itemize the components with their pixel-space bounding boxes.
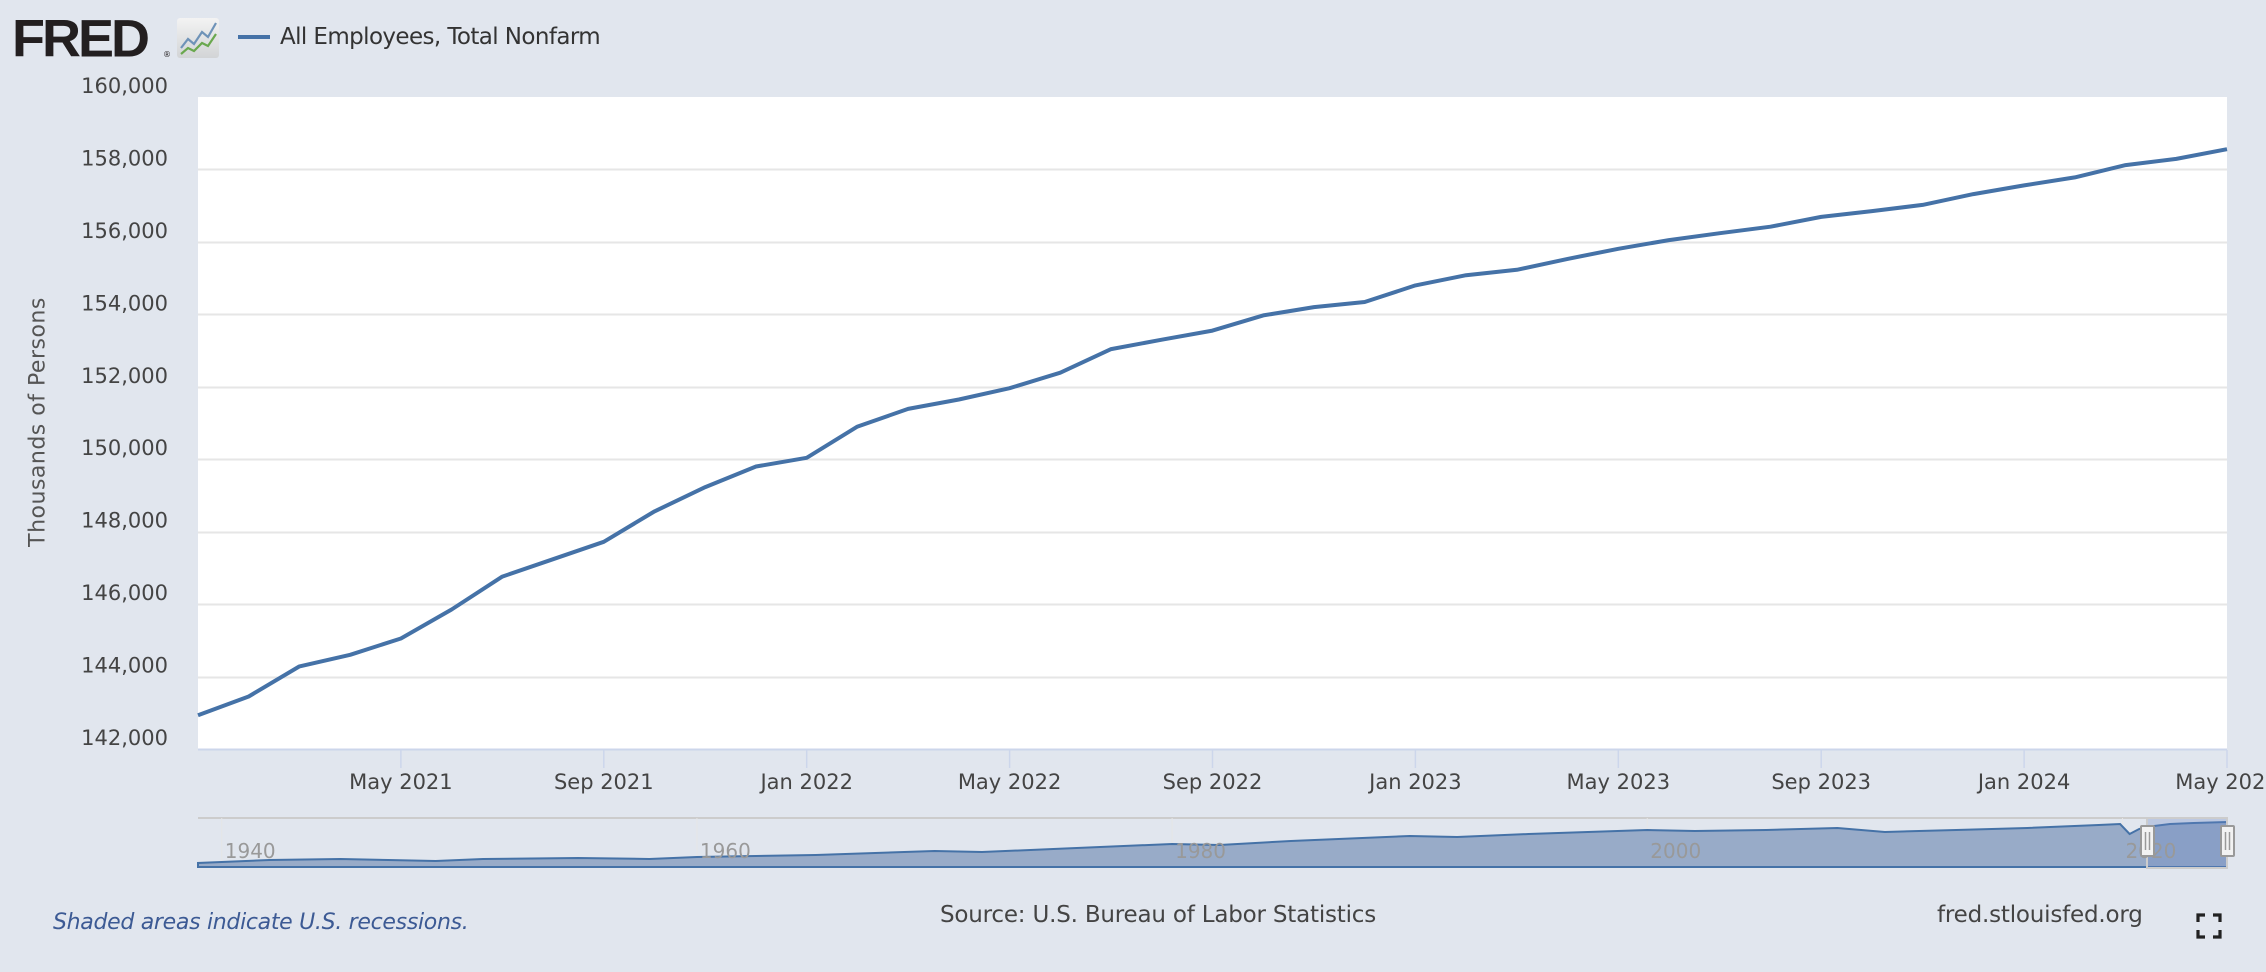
y-tick-label: 142,000 xyxy=(81,726,168,750)
y-tick-label: 158,000 xyxy=(81,146,168,170)
fullscreen-icon[interactable] xyxy=(2196,913,2222,939)
y-axis-labels: 142,000 144,000 146,000 148,000 150,000 152,0… xyxy=(81,74,168,750)
y-tick-label: 160,000 xyxy=(81,74,168,98)
fred-logo[interactable]: FRED xyxy=(12,9,150,69)
x-tick-label: May 2024 xyxy=(2175,770,2266,794)
navigator-year-label: 1980 xyxy=(1175,839,1226,863)
gridlines xyxy=(198,168,2227,679)
y-tick-label: 154,000 xyxy=(81,291,168,315)
y-tick-label: 144,000 xyxy=(81,654,168,678)
plot-area xyxy=(198,97,2227,749)
source-credit: Source: U.S. Bureau of Labor Statistics xyxy=(940,902,1377,928)
x-tick-label: May 2022 xyxy=(958,770,1062,794)
y-tick-label: 148,000 xyxy=(81,509,168,533)
navigator-year-label: 1940 xyxy=(225,839,276,863)
x-axis-labels: May 2021 Sep 2021 Jan 2022 May 2022 Sep 2022… xyxy=(349,750,2266,794)
x-tick-label: May 2021 xyxy=(349,770,453,794)
x-tick-label: Sep 2022 xyxy=(1163,770,1263,794)
x-tick-label: Sep 2023 xyxy=(1771,770,1871,794)
navigator-handle-left[interactable] xyxy=(2140,825,2155,857)
navigator-year-label: 2000 xyxy=(1650,839,1701,863)
x-tick-label: May 2023 xyxy=(1567,770,1671,794)
navigator-year-labels: 19401960198020002020 xyxy=(225,839,2177,863)
y-tick-label: 150,000 xyxy=(81,436,168,460)
navigator-series-area xyxy=(197,820,2228,868)
line-chart-icon xyxy=(177,18,219,58)
y-tick-label: 152,000 xyxy=(81,364,168,388)
recession-note: Shaded areas indicate U.S. recessions. xyxy=(53,910,469,935)
x-tick-label: Jan 2022 xyxy=(758,770,853,794)
site-link[interactable]: fred.stlouisfed.org xyxy=(1937,902,2143,928)
legend-label: All Employees, Total Nonfarm xyxy=(280,24,601,50)
navigator-handle-right[interactable] xyxy=(2220,825,2235,857)
x-tick-label: Sep 2021 xyxy=(554,770,654,794)
y-tick-label: 156,000 xyxy=(81,219,168,243)
navigator-year-label: 1960 xyxy=(700,839,751,863)
series-line[interactable] xyxy=(197,147,2228,718)
navigator[interactable]: 19401960198020002020 xyxy=(197,817,2235,869)
chart-header: FRED ® All Employees, Total Nonfarm xyxy=(0,0,2266,76)
registered-mark: ® xyxy=(163,50,171,59)
legend-swatch xyxy=(238,35,270,39)
x-tick-label: Jan 2023 xyxy=(1367,770,1462,794)
line-chart[interactable]: 142,000 144,000 146,000 148,000 150,000 152,0… xyxy=(0,0,2266,900)
legend-item[interactable]: All Employees, Total Nonfarm xyxy=(238,22,601,52)
x-tick-label: Jan 2024 xyxy=(1976,770,2071,794)
y-tick-label: 146,000 xyxy=(81,581,168,605)
